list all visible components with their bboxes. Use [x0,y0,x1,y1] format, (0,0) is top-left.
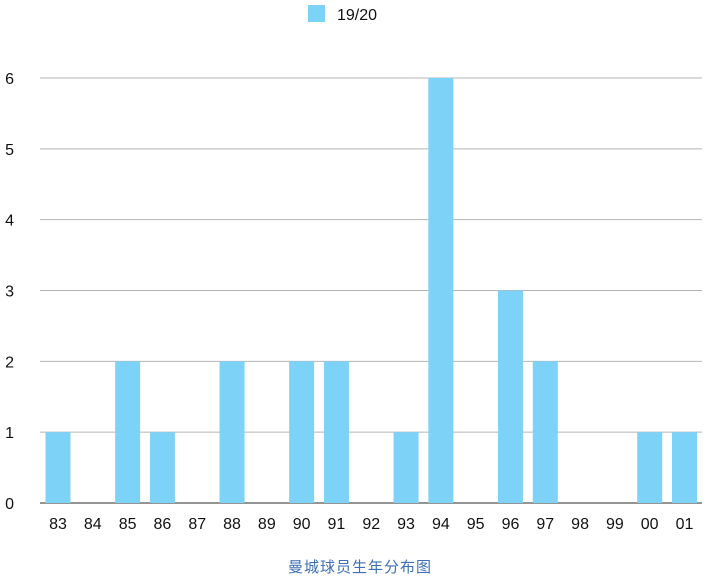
x-tick-label: 96 [502,516,520,533]
x-tick-label: 85 [119,516,137,533]
bar [672,432,697,503]
x-tick-label: 93 [397,516,415,533]
y-tick-label: 1 [5,425,14,442]
bar [497,290,523,503]
x-tick-label: 90 [293,516,311,533]
x-tick-label: 97 [536,516,554,533]
legend-label: 19/20 [337,7,377,24]
bar [393,432,419,503]
x-axis-tick-labels: 83 84 85 86 87 88 89 90 91 92 93 94 95 96 97 98 99 00 01 [49,516,693,533]
bar [219,361,245,503]
x-tick-label: 91 [328,516,346,533]
bar [149,432,175,503]
legend-swatch [308,5,325,22]
x-tick-label: 88 [223,516,241,533]
y-tick-label: 6 [5,71,14,88]
x-tick-label: 00 [641,516,659,533]
bar [289,361,315,503]
chart-caption: 曼城球员生年分布图 [287,558,432,576]
y-tick-label: 2 [5,354,14,371]
bar [428,78,454,503]
x-tick-label: 94 [432,516,450,533]
x-tick-label: 87 [188,516,206,533]
y-tick-label: 4 [5,213,14,230]
x-tick-label: 99 [606,516,624,533]
y-tick-label: 3 [5,284,14,301]
x-tick-label: 98 [571,516,589,533]
x-tick-label: 84 [84,516,102,533]
y-axis-tick-labels: 0 1 2 3 4 5 6 [5,71,14,513]
bar [637,432,663,503]
bar [115,361,141,503]
bar [323,361,349,503]
bar [532,361,558,503]
x-tick-label: 89 [258,516,276,533]
x-tick-label: 83 [49,516,67,533]
chart-legend: 19/20 [308,5,377,24]
x-tick-label: 01 [676,516,694,533]
x-tick-label: 95 [467,516,485,533]
x-tick-label: 86 [154,516,172,533]
bars [45,78,697,503]
x-tick-label: 92 [362,516,380,533]
y-tick-label: 0 [5,496,14,513]
y-tick-label: 5 [5,142,14,159]
bar [45,432,71,503]
